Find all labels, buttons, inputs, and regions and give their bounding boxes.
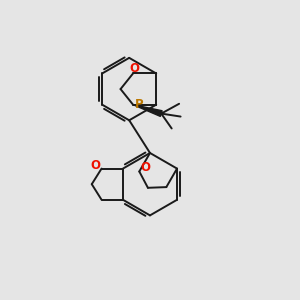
Text: P: P (135, 98, 144, 111)
Text: O: O (130, 61, 140, 75)
Text: O: O (141, 161, 151, 174)
Polygon shape (133, 105, 162, 116)
Text: O: O (90, 158, 100, 172)
